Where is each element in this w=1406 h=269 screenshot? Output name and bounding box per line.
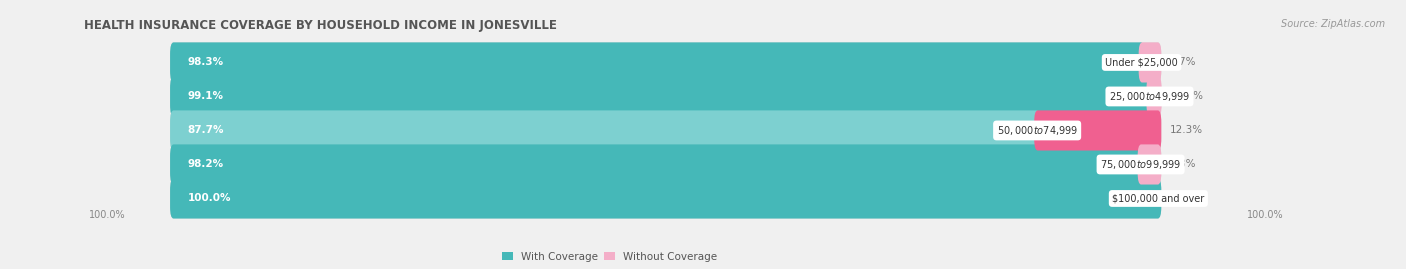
Text: Under $25,000: Under $25,000 [1105, 58, 1178, 68]
Text: 98.3%: 98.3% [188, 58, 224, 68]
Legend: With Coverage, Without Coverage: With Coverage, Without Coverage [498, 247, 721, 266]
FancyBboxPatch shape [170, 178, 1161, 218]
Text: $25,000 to $49,999: $25,000 to $49,999 [1109, 90, 1189, 103]
Text: $50,000 to $74,999: $50,000 to $74,999 [997, 124, 1078, 137]
FancyBboxPatch shape [1146, 76, 1161, 116]
Text: 99.1%: 99.1% [188, 91, 224, 101]
FancyBboxPatch shape [170, 43, 1144, 83]
Text: 100.0%: 100.0% [90, 210, 127, 220]
Text: 87.7%: 87.7% [188, 125, 225, 136]
FancyBboxPatch shape [1035, 110, 1161, 151]
Text: 100.0%: 100.0% [1247, 210, 1284, 220]
Text: 98.2%: 98.2% [188, 160, 224, 169]
Text: $75,000 to $99,999: $75,000 to $99,999 [1099, 158, 1181, 171]
Text: 12.3%: 12.3% [1170, 125, 1204, 136]
Text: 1.8%: 1.8% [1170, 160, 1197, 169]
Text: HEALTH INSURANCE COVERAGE BY HOUSEHOLD INCOME IN JONESVILLE: HEALTH INSURANCE COVERAGE BY HOUSEHOLD I… [84, 19, 557, 32]
FancyBboxPatch shape [170, 144, 1161, 185]
FancyBboxPatch shape [1139, 43, 1161, 83]
Text: $100,000 and over: $100,000 and over [1112, 193, 1205, 203]
Text: 100.0%: 100.0% [188, 193, 232, 203]
FancyBboxPatch shape [170, 110, 1040, 151]
Text: 1.7%: 1.7% [1170, 58, 1197, 68]
Text: Source: ZipAtlas.com: Source: ZipAtlas.com [1281, 19, 1385, 29]
FancyBboxPatch shape [170, 76, 1153, 116]
FancyBboxPatch shape [170, 178, 1161, 218]
FancyBboxPatch shape [1137, 144, 1161, 185]
Text: 0.0%: 0.0% [1170, 193, 1197, 203]
FancyBboxPatch shape [170, 43, 1161, 83]
FancyBboxPatch shape [170, 76, 1161, 116]
Text: 0.93%: 0.93% [1170, 91, 1204, 101]
FancyBboxPatch shape [170, 144, 1143, 185]
FancyBboxPatch shape [170, 110, 1161, 151]
